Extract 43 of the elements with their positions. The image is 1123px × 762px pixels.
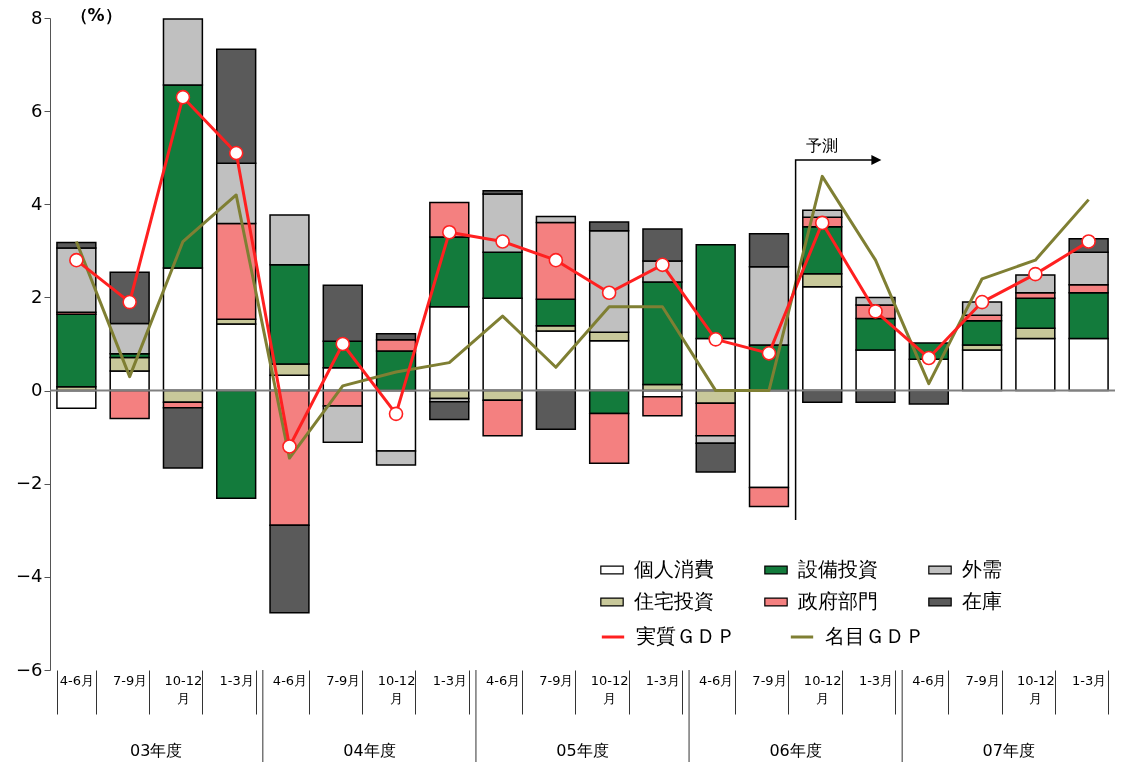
legend-label: 在庫 — [962, 589, 1002, 613]
x-tick-label: 4-6月 — [912, 672, 947, 688]
legend-label: 外需 — [962, 557, 1002, 581]
x-tick-label: 4-6月 — [59, 672, 94, 688]
x-tick-label: 4-6月 — [699, 672, 734, 688]
x-tick-label: 10-12月 — [164, 672, 203, 706]
legend-label: 設備投資 — [798, 557, 878, 581]
text: 05年度 — [556, 741, 609, 760]
x-tick-label: 1-3月 — [858, 672, 894, 688]
text: 03年度 — [130, 741, 183, 760]
y-tick-label: 6 — [31, 99, 43, 121]
x-tick-label: 4-6月 — [485, 672, 521, 688]
y-tick-label: −2 — [15, 472, 43, 494]
y-axis-title: （%） — [70, 4, 122, 25]
x-tick-label: 7-9月 — [752, 672, 787, 688]
x-tick-label: 1-3月 — [432, 672, 467, 688]
text: 07年度 — [982, 741, 1035, 760]
legend-label: 個人消費 — [634, 557, 714, 581]
legend-label: 名目ＧＤＰ — [825, 624, 925, 648]
y-tick-label: 0 — [31, 379, 43, 401]
y-tick-label: −4 — [15, 565, 43, 587]
x-tick-label: 10-12月 — [1016, 672, 1055, 706]
y-tick-label: 8 — [31, 6, 43, 28]
x-tick-label: 1-3月 — [645, 672, 681, 688]
legend-label: 住宅投資 — [633, 589, 714, 613]
x-tick-label: 7-9月 — [113, 672, 148, 688]
x-tick-label: 7-9月 — [539, 672, 574, 688]
text: 06年度 — [769, 741, 822, 760]
y-tick-label: −6 — [15, 658, 43, 680]
x-tick-label: 1-3月 — [1072, 672, 1107, 688]
y-tick-label: 2 — [31, 285, 43, 307]
annotation: 予測 — [805, 136, 838, 155]
x-tick-label: 1-3月 — [219, 672, 254, 688]
x-tick-label: 4-6月 — [272, 672, 308, 688]
x-tick-label: 10-12月 — [377, 672, 416, 706]
legend-label: 実質ＧＤＰ — [636, 624, 736, 648]
x-tick-label: 7-9月 — [326, 672, 361, 688]
x-tick-label: 10-12月 — [590, 672, 629, 706]
y-tick-label: 4 — [31, 192, 43, 214]
x-tick-label: 7-9月 — [965, 672, 1000, 688]
text: 04年度 — [343, 741, 396, 760]
legend-label: 政府部門 — [798, 589, 878, 613]
x-tick-label: 10-12月 — [803, 672, 842, 706]
